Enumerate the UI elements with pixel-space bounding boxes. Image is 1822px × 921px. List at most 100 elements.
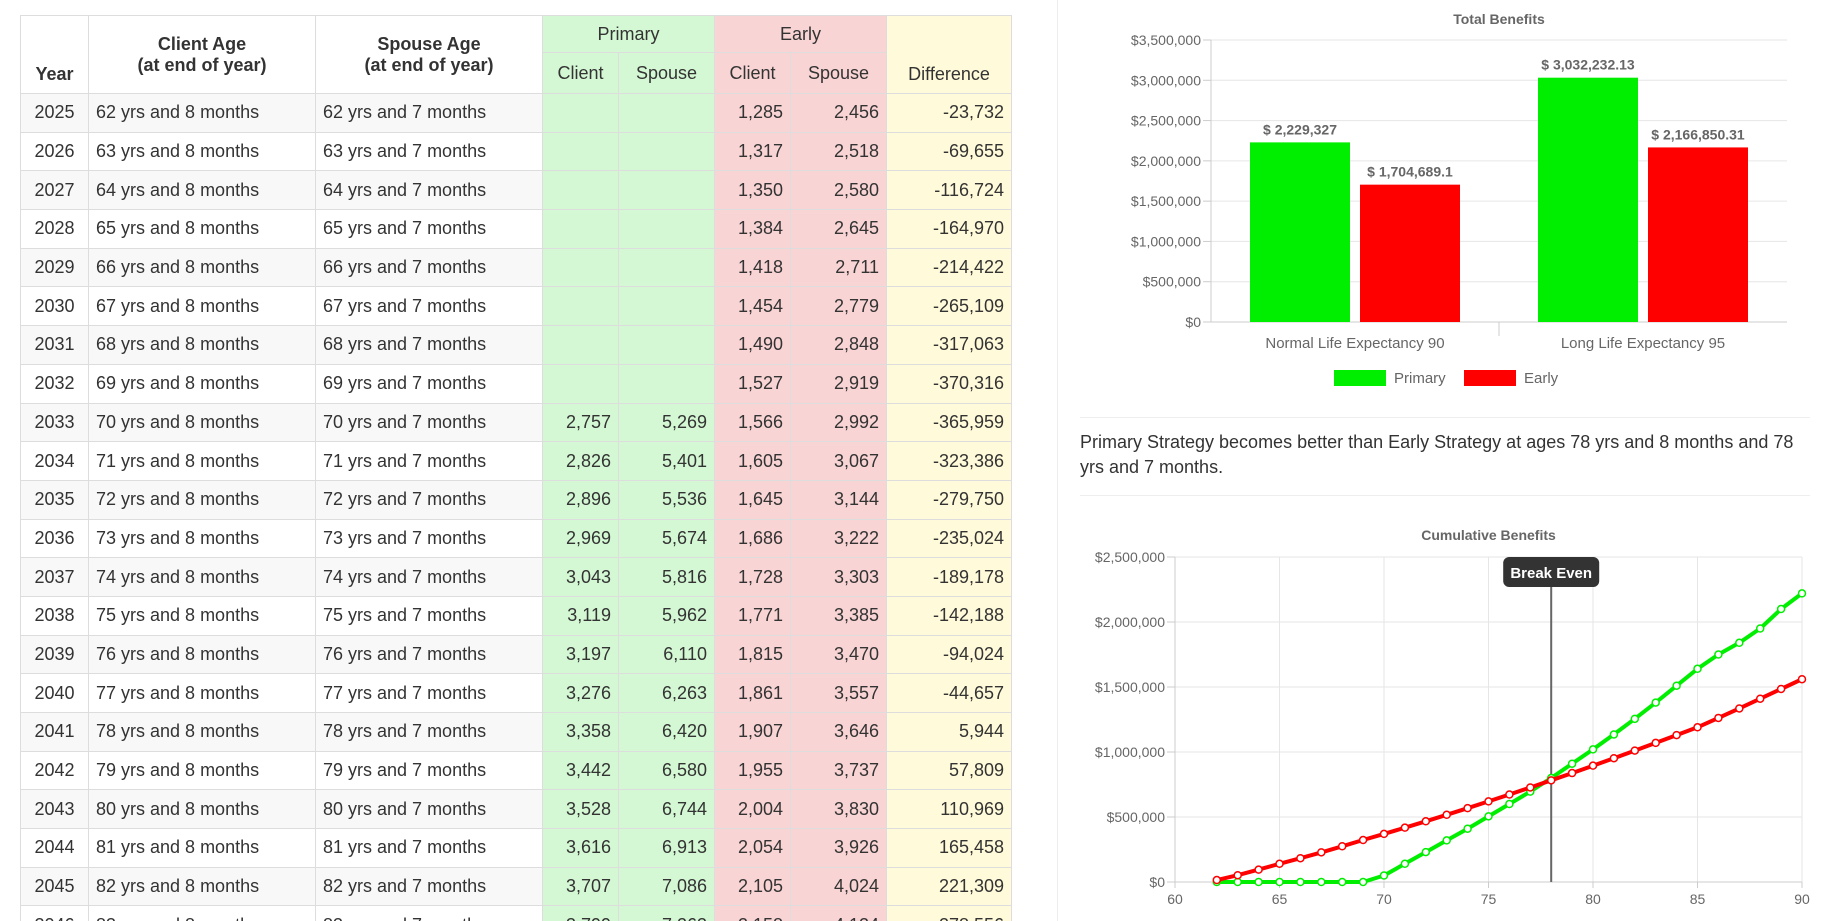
primary-spouse-cell: 6,263 — [618, 673, 715, 713]
difference-cell: -265,109 — [886, 286, 1012, 327]
header-client-age: Client Age (at end of year) — [88, 15, 316, 94]
client-age-cell: 71 yrs and 8 months — [88, 441, 316, 481]
data-point-primary — [1296, 877, 1305, 887]
bar-data-label: $ 1,704,689.1 — [1367, 164, 1453, 180]
client-age-cell: 70 yrs and 8 months — [88, 402, 316, 443]
early-spouse-cell: 3,737 — [789, 750, 888, 791]
difference-cell: -23,732 — [886, 93, 1012, 133]
client-age-cell: 67 yrs and 8 months — [88, 286, 316, 327]
y-tick-label: $1,500,000 — [1131, 193, 1201, 209]
difference-cell: -365,959 — [886, 402, 1012, 443]
separator-bottom — [1080, 495, 1810, 496]
benefits-table-container[interactable]: Year Client Age (at end of year) Spouse … — [20, 15, 1012, 921]
difference-cell: -44,657 — [886, 673, 1012, 713]
y-tick-label: $1,500,000 — [1095, 679, 1165, 695]
spouse-age-cell: 81 yrs and 7 months — [315, 828, 543, 868]
break-even-badge — [1503, 557, 1600, 587]
data-point-primary — [1755, 624, 1765, 633]
year-cell: 2036 — [20, 518, 89, 559]
early-client-cell: 2,054 — [714, 828, 791, 868]
bar-data-label: $ 2,229,327 — [1263, 121, 1337, 137]
difference-cell: -235,024 — [886, 518, 1012, 559]
primary-client-cell: 2,757 — [542, 402, 619, 443]
early-spouse-cell: 3,144 — [789, 479, 888, 520]
early-client-cell: 2,105 — [714, 866, 791, 907]
early-client-cell: 2,004 — [714, 789, 791, 830]
data-point-early — [1651, 738, 1660, 748]
data-point-early — [1337, 842, 1347, 851]
y-tick-label: $3,000,000 — [1131, 72, 1201, 88]
table-row: 2038 75 yrs and 8 months 75 yrs and 7 mont… — [20, 595, 1012, 636]
early-client-cell: 2,158 — [714, 905, 791, 921]
table-row: 2029 66 yrs and 8 months 66 yrs and 7 mont… — [20, 247, 1012, 288]
early-client-cell: 1,350 — [714, 170, 791, 211]
spouse-age-cell: 75 yrs and 7 months — [315, 595, 543, 636]
x-tick-label: 75 — [1481, 891, 1497, 907]
data-point-primary — [1275, 877, 1284, 887]
data-point-primary — [1379, 871, 1389, 880]
break-even-label: Break Even — [1510, 565, 1592, 582]
y-tick-label: $2,000,000 — [1131, 153, 1201, 169]
data-point-primary — [1776, 604, 1786, 614]
primary-spouse-cell: 7,263 — [618, 905, 715, 921]
data-point-early — [1505, 790, 1514, 799]
difference-cell: 110,969 — [886, 789, 1012, 830]
year-cell: 2046 — [20, 905, 89, 921]
table-row: 2034 71 yrs and 8 months 71 yrs and 7 mont… — [20, 441, 1012, 481]
data-point-early — [1254, 865, 1263, 874]
header-spouse-age: Spouse Age (at end of year) — [315, 15, 543, 94]
separator-top — [1080, 417, 1810, 418]
spouse-age-cell: 79 yrs and 7 months — [315, 750, 543, 791]
table-row: 2033 70 yrs and 8 months 70 yrs and 7 mont… — [20, 402, 1012, 443]
early-spouse-cell: 2,518 — [789, 131, 888, 172]
primary-spouse-cell: 6,580 — [618, 750, 715, 791]
x-tick-label: 70 — [1376, 891, 1392, 907]
data-point-early — [1233, 870, 1242, 880]
difference-cell: -94,024 — [886, 634, 1012, 675]
year-cell: 2027 — [20, 170, 89, 211]
early-spouse-cell: 2,711 — [789, 247, 888, 288]
spouse-age-cell: 82 yrs and 7 months — [315, 866, 543, 907]
client-age-cell: 74 yrs and 8 months — [88, 557, 316, 597]
data-point-early — [1714, 713, 1723, 723]
primary-client-cell: 3,442 — [542, 750, 619, 791]
primary-spouse-cell: 5,401 — [618, 441, 715, 481]
data-point-early — [1693, 723, 1702, 732]
client-age-cell: 80 yrs and 8 months — [88, 789, 316, 830]
series-line-early — [1216, 677, 1803, 883]
table-body: 2025 62 yrs and 8 months 62 yrs and 7 mont… — [20, 93, 1012, 921]
early-spouse-cell: 2,779 — [789, 286, 888, 327]
header-year: Year — [20, 15, 89, 94]
difference-cell: -164,970 — [886, 209, 1012, 249]
year-cell: 2041 — [20, 712, 89, 752]
client-age-cell: 78 yrs and 8 months — [88, 712, 316, 752]
data-point-early — [1421, 817, 1431, 826]
x-tick-label: 65 — [1272, 891, 1288, 907]
difference-cell: 165,458 — [886, 828, 1012, 868]
data-point-primary — [1358, 877, 1368, 887]
table-row: 2043 80 yrs and 8 months 80 yrs and 7 mont… — [20, 789, 1012, 830]
early-client-cell: 1,815 — [714, 634, 791, 675]
x-tick-label: Normal Life Expectancy 90 — [1265, 335, 1444, 352]
primary-spouse-cell — [618, 131, 715, 172]
client-age-cell: 81 yrs and 8 months — [88, 828, 316, 868]
difference-cell: -142,188 — [886, 595, 1012, 636]
client-age-cell: 65 yrs and 8 months — [88, 209, 316, 249]
data-point-early — [1588, 761, 1598, 770]
data-point-primary — [1421, 847, 1431, 857]
year-cell: 2033 — [20, 402, 89, 443]
header-early-client: Client — [714, 52, 791, 94]
difference-cell: 5,944 — [886, 712, 1012, 752]
early-client-cell: 1,454 — [714, 286, 791, 327]
data-point-early — [1546, 776, 1556, 785]
table-row: 2040 77 yrs and 8 months 77 yrs and 7 mont… — [20, 673, 1012, 713]
difference-cell: -214,422 — [886, 247, 1012, 288]
early-client-cell: 1,566 — [714, 402, 791, 443]
bar-data-label: $ 3,032,232.13 — [1541, 57, 1635, 73]
early-spouse-cell: 3,303 — [789, 557, 888, 597]
bar-primary — [1538, 77, 1638, 323]
year-cell: 2043 — [20, 789, 89, 830]
data-point-primary — [1567, 759, 1577, 768]
difference-cell: -317,063 — [886, 325, 1012, 365]
cumulative-benefits-chart: Cumulative Benefits $0 $500,000 $1,000,000 $… — [1095, 527, 1810, 907]
